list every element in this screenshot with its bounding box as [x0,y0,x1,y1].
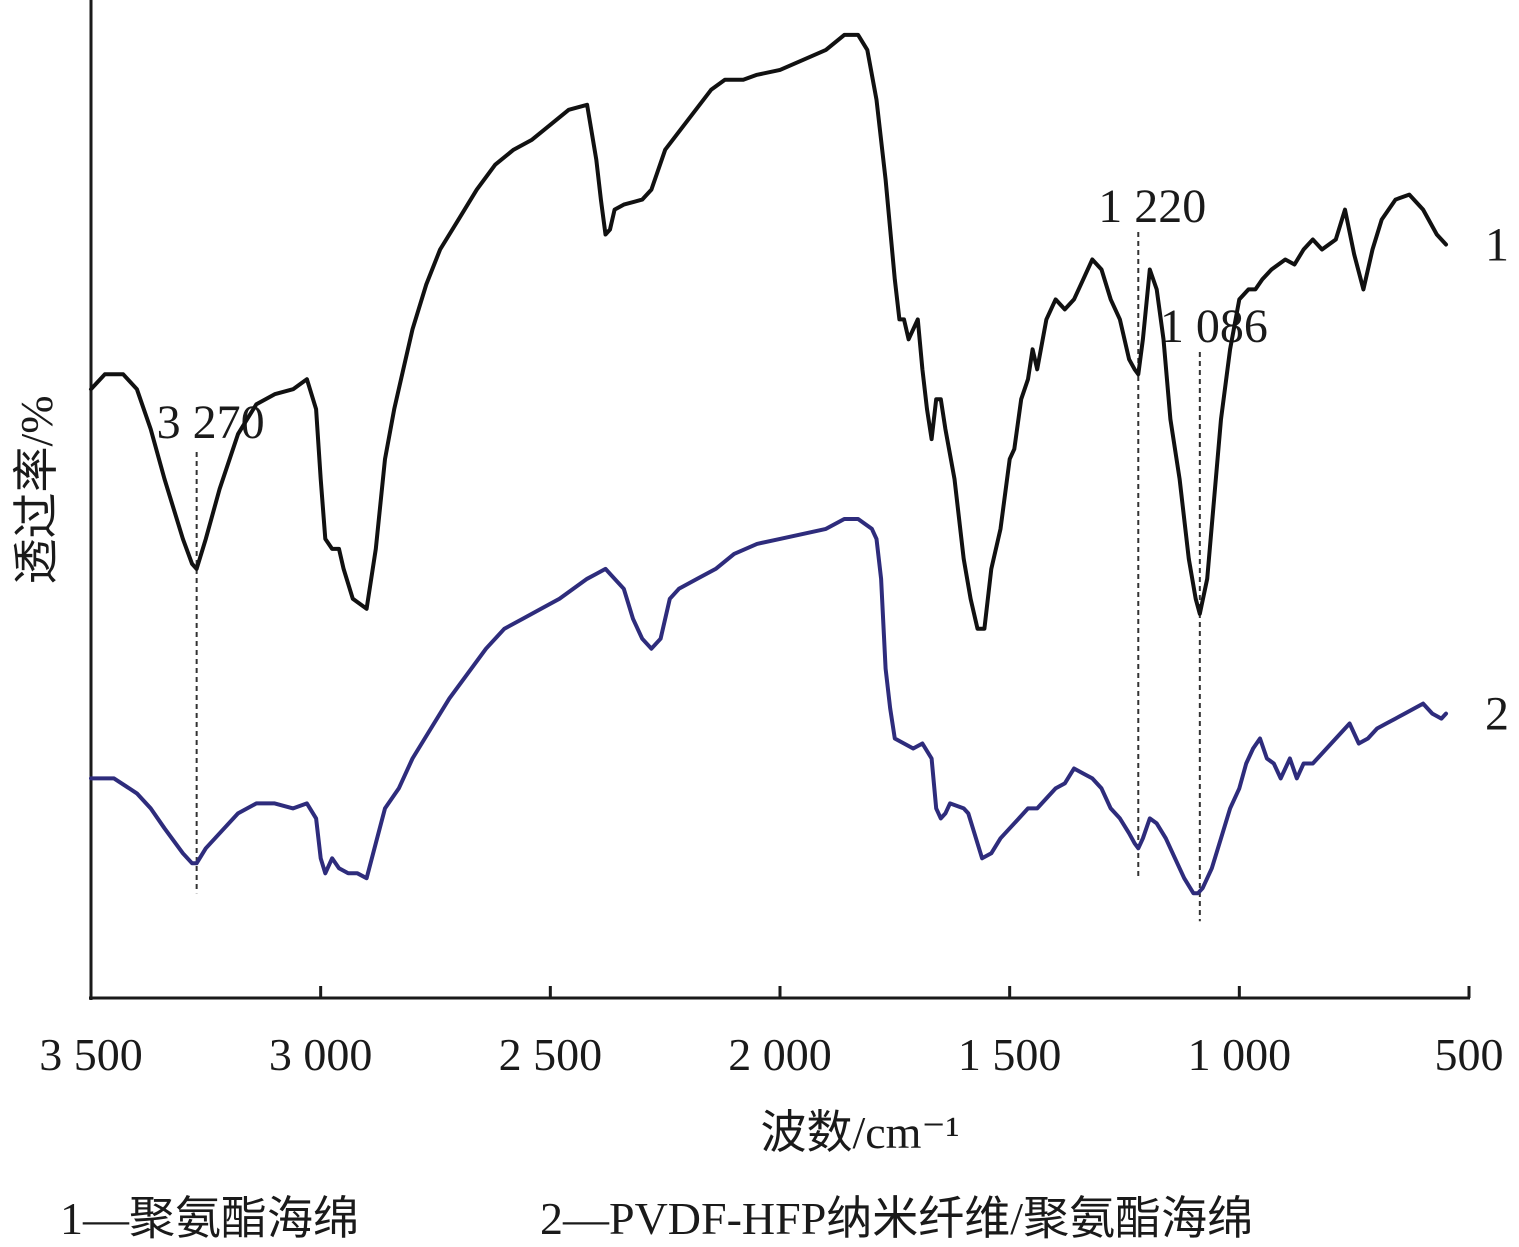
series-1-label: 1 [1485,219,1509,272]
x-tick-label: 500 [1435,1029,1504,1080]
legend-entry-2: 2—PVDF-HFP纳米纤维/聚氨酯海绵 [540,1193,1253,1244]
x-tick-label: 3 500 [39,1029,143,1080]
y-axis-title: 透过率/% [11,395,62,584]
annotation-label: 1 086 [1160,300,1268,353]
x-ticks: 3 500 3 000 2 500 2 000 1 500 1 000 500 [39,986,1504,1080]
series-labels: 12 [1485,219,1509,741]
series-2-label: 2 [1485,688,1509,741]
annotation-label: 1 220 [1098,180,1206,233]
series-1-line [89,32,1448,631]
series-2-line [89,517,1448,896]
peak-annotations: 3 270 1 220 1 086 [157,180,1268,922]
series-group [89,32,1448,896]
annotation-label: 3 270 [157,396,265,449]
x-tick-label: 2 500 [499,1029,603,1080]
x-tick-label: 1 500 [958,1029,1062,1080]
x-tick-label: 2 000 [728,1029,832,1080]
x-tick-label: 1 000 [1188,1029,1292,1080]
legend-entry-1: 1—聚氨酯海绵 [60,1193,359,1244]
x-axis-title: 波数/cm⁻¹ [760,1107,959,1158]
x-tick-label: 3 000 [269,1029,373,1080]
